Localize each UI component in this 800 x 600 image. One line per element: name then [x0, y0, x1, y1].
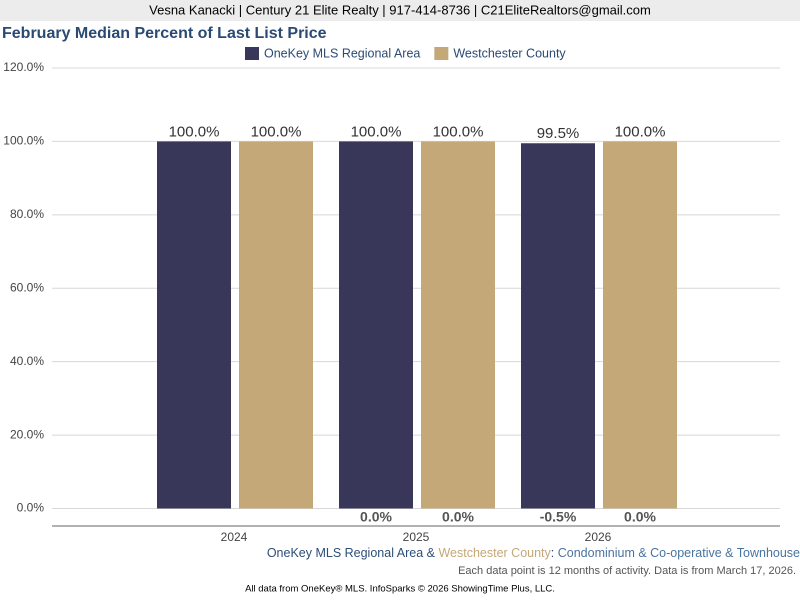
legend-label: Westchester County: [453, 46, 566, 60]
caption-series: OneKey MLS Regional Area: [267, 546, 423, 560]
bar: [339, 141, 413, 509]
y-tick-label: 40.0%: [10, 354, 44, 368]
legend-label: OneKey MLS Regional Area: [264, 46, 420, 60]
plot: 0.0% 20.0% 40.0% 60.0% 80.0% 100.0% 120.0% 2024…: [3, 60, 780, 544]
value-label: 100.0%: [169, 123, 220, 140]
value-label: 100.0%: [433, 123, 484, 140]
caption-separator: :: [551, 546, 558, 560]
y-tick-label: 0.0%: [17, 501, 45, 515]
y-tick-label: 20.0%: [10, 427, 44, 441]
value-label: 100.0%: [251, 123, 302, 140]
caption-type: Condominium & Co-operative & Townhouse: [558, 546, 800, 560]
caption-joiner: &: [423, 546, 438, 560]
caption-series: Westchester County: [438, 546, 551, 560]
bar: [521, 143, 595, 509]
value-label: 99.5%: [537, 125, 580, 142]
x-tick-label: 2026: [585, 530, 612, 544]
y-tick-label: 120.0%: [3, 60, 44, 74]
legend-swatch: [245, 47, 259, 60]
y-tick-label: 80.0%: [10, 207, 44, 221]
bar: [603, 141, 677, 509]
bar: [239, 141, 313, 509]
caption: OneKey MLS Regional Area & Westchester C…: [267, 546, 800, 560]
chart-title: February Median Percent of Last List Pri…: [2, 25, 327, 42]
bar: [157, 141, 231, 509]
change-label: 0.0%: [442, 509, 474, 525]
change-label: 0.0%: [624, 509, 656, 525]
legend: OneKey MLS Regional Area Westchester Coun…: [245, 46, 566, 60]
credit: All data from OneKey® MLS. InfoSparks © …: [245, 584, 555, 595]
x-tick-label: 2025: [403, 530, 430, 544]
x-tick-label: 2024: [221, 530, 248, 544]
value-label: 100.0%: [615, 123, 666, 140]
header: Vesna Kanacki | Century 21 Elite Realty …: [149, 2, 651, 17]
bar: [421, 141, 495, 509]
y-tick-label: 60.0%: [10, 280, 44, 294]
value-label: 100.0%: [351, 123, 402, 140]
change-label: 0.0%: [360, 509, 392, 525]
y-tick-label: 100.0%: [3, 134, 44, 148]
note: Each data point is 12 months of activity…: [458, 565, 796, 577]
change-label: -0.5%: [540, 509, 577, 525]
header-bar: [0, 0, 800, 21]
legend-swatch: [434, 47, 449, 60]
